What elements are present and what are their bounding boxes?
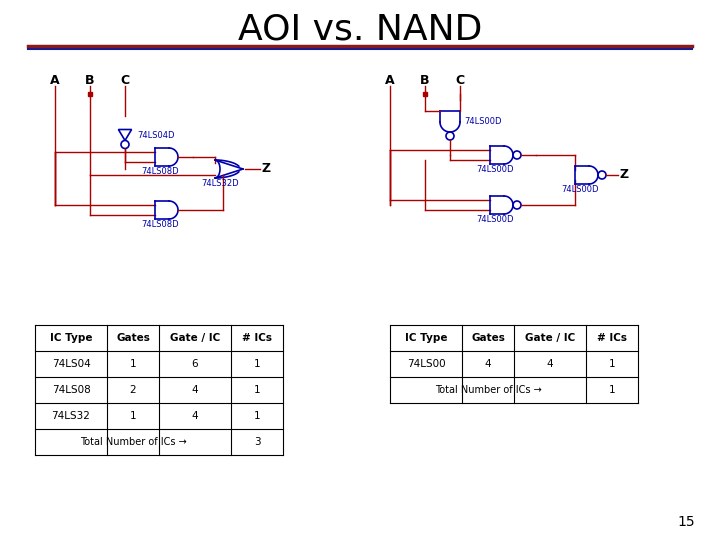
Text: Gates: Gates [471, 333, 505, 343]
Text: 6: 6 [192, 359, 198, 369]
Text: 74LS00: 74LS00 [407, 359, 445, 369]
Text: IC Type: IC Type [405, 333, 447, 343]
Text: Gate / IC: Gate / IC [525, 333, 575, 343]
Text: 1: 1 [130, 359, 136, 369]
Text: Total Number of ICs →: Total Number of ICs → [435, 385, 541, 395]
Text: 1: 1 [608, 385, 616, 395]
Text: 1: 1 [253, 359, 261, 369]
Text: 2: 2 [130, 385, 136, 395]
Text: 1: 1 [608, 359, 616, 369]
Text: 74LS08D: 74LS08D [141, 167, 179, 176]
Text: 74LS04: 74LS04 [52, 359, 91, 369]
Text: 4: 4 [192, 411, 198, 421]
Text: 3: 3 [253, 437, 261, 447]
Text: Z: Z [620, 168, 629, 181]
Text: 1: 1 [253, 385, 261, 395]
Text: 4: 4 [546, 359, 553, 369]
Text: A: A [385, 73, 395, 86]
Text: 74LS32D: 74LS32D [201, 179, 239, 188]
Text: Total Number of ICs →: Total Number of ICs → [80, 437, 186, 447]
Text: C: C [456, 73, 464, 86]
Text: C: C [120, 73, 130, 86]
Text: A: A [50, 73, 60, 86]
Text: B: B [85, 73, 95, 86]
Text: 74LS00D: 74LS00D [476, 215, 514, 224]
Text: Z: Z [262, 163, 271, 176]
Text: 74LS32: 74LS32 [52, 411, 91, 421]
Text: 74LS00D: 74LS00D [562, 185, 599, 194]
Text: B: B [420, 73, 430, 86]
Text: Gate / IC: Gate / IC [170, 333, 220, 343]
Text: 74LS00D: 74LS00D [476, 165, 514, 174]
Text: 74LS04D: 74LS04D [137, 131, 174, 139]
Text: AOI vs. NAND: AOI vs. NAND [238, 13, 482, 47]
Text: 74LS08D: 74LS08D [141, 220, 179, 229]
Text: 15: 15 [678, 515, 695, 529]
Text: 4: 4 [192, 385, 198, 395]
Text: IC Type: IC Type [50, 333, 92, 343]
Text: 4: 4 [485, 359, 491, 369]
Text: 74LS00D: 74LS00D [464, 118, 502, 126]
Text: 1: 1 [253, 411, 261, 421]
Text: Gates: Gates [116, 333, 150, 343]
Text: 1: 1 [130, 411, 136, 421]
Text: # ICs: # ICs [597, 333, 627, 343]
Text: # ICs: # ICs [242, 333, 272, 343]
Text: 74LS08: 74LS08 [52, 385, 91, 395]
